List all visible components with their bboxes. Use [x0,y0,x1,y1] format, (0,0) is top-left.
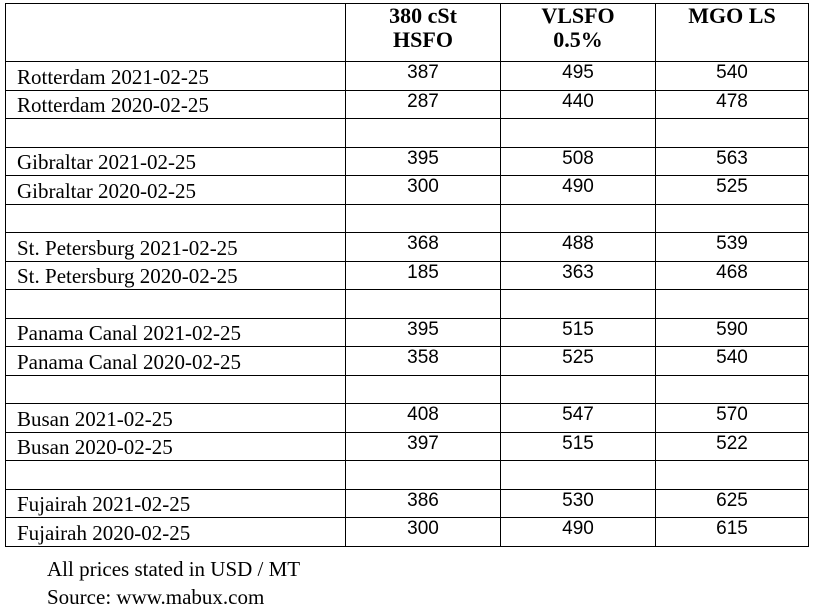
price-cell: 300 [345,517,501,547]
row-label: St. Petersburg 2020-02-25 [5,260,346,290]
corner-cell [5,3,346,62]
empty-cell [345,118,501,148]
price-cell: 287 [345,89,501,119]
price-cell: 539 [655,232,809,262]
price-cell: 625 [655,488,809,518]
row-label: Gibraltar 2020-02-25 [5,175,346,205]
empty-cell [5,289,346,319]
price-cell: 530 [500,488,656,518]
price-cell: 525 [655,175,809,205]
table-body: Rotterdam 2021-02-25 387 495 540 Rotterdam 2… [5,61,809,547]
price-cell: 615 [655,517,809,547]
row-label: Fujairah 2020-02-25 [5,517,346,547]
price-cell: 495 [500,61,656,91]
row-label: Panama Canal 2021-02-25 [5,317,346,347]
empty-cell [500,118,656,148]
data-row: Busan 2020-02-25 397 515 522 [5,431,809,461]
data-row: Gibraltar 2020-02-25 300 490 525 [5,175,809,205]
price-cell: 570 [655,403,809,433]
data-row: St. Petersburg 2020-02-25 185 363 468 [5,260,809,290]
empty-cell [345,289,501,319]
empty-cell [655,118,809,148]
empty-cell [655,460,809,490]
spacer-row [5,374,809,404]
price-cell: 525 [500,346,656,376]
data-row: Fujairah 2020-02-25 300 490 615 [5,517,809,547]
empty-cell [5,374,346,404]
empty-cell [500,289,656,319]
price-cell: 522 [655,431,809,461]
price-cell: 386 [345,488,501,518]
empty-cell [5,460,346,490]
row-label: Rotterdam 2020-02-25 [5,89,346,119]
price-cell: 395 [345,317,501,347]
row-label: Panama Canal 2020-02-25 [5,346,346,376]
price-cell: 358 [345,346,501,376]
price-cell: 368 [345,232,501,262]
data-row: Gibraltar 2021-02-25 395 508 563 [5,146,809,176]
price-cell: 563 [655,146,809,176]
spacer-row [5,118,809,148]
price-cell: 397 [345,431,501,461]
price-cell: 490 [500,517,656,547]
price-cell: 440 [500,89,656,119]
row-label: Rotterdam 2021-02-25 [5,61,346,91]
price-cell: 478 [655,89,809,119]
row-label: Busan 2020-02-25 [5,431,346,461]
data-row: Panama Canal 2021-02-25 395 515 590 [5,317,809,347]
empty-cell [655,374,809,404]
empty-cell [500,460,656,490]
row-label: Fujairah 2021-02-25 [5,488,346,518]
empty-cell [655,289,809,319]
price-cell: 508 [500,146,656,176]
price-cell: 515 [500,431,656,461]
empty-cell [500,374,656,404]
data-row: St. Petersburg 2021-02-25 368 488 539 [5,232,809,262]
column-header: 380 cSt HSFO [345,3,501,62]
note: All prices stated in USD / MT [47,557,301,581]
price-cell: 408 [345,403,501,433]
column-header: VLSFO 0.5% [500,3,656,62]
data-row: Fujairah 2021-02-25 386 530 625 [5,488,809,518]
empty-cell [5,203,346,233]
row-label: Gibraltar 2021-02-25 [5,146,346,176]
empty-cell [655,203,809,233]
empty-cell [345,460,501,490]
data-row: Rotterdam 2021-02-25 387 495 540 [5,61,809,91]
price-cell: 590 [655,317,809,347]
price-cell: 515 [500,317,656,347]
price-cell: 547 [500,403,656,433]
empty-cell [345,203,501,233]
price-cell: 185 [345,260,501,290]
spacer-row [5,289,809,319]
price-cell: 387 [345,61,501,91]
price-cell: 363 [500,260,656,290]
price-cell: 488 [500,232,656,262]
spacer-row [5,203,809,233]
column-header: MGO LS [655,3,809,62]
price-cell: 468 [655,260,809,290]
empty-cell [345,374,501,404]
price-cell: 540 [655,346,809,376]
empty-cell [500,203,656,233]
price-cell: 395 [345,146,501,176]
price-cell: 300 [345,175,501,205]
data-row: Rotterdam 2020-02-25 287 440 478 [5,89,809,119]
note: Source: www.mabux.com [47,585,265,609]
header-row: 380 cSt HSFO VLSFO 0.5% MGO LS [5,3,809,62]
row-label: St. Petersburg 2021-02-25 [5,232,346,262]
notes: All prices stated in USD / MT Source: ww… [47,555,300,611]
empty-cell [5,118,346,148]
data-row: Panama Canal 2020-02-25 358 525 540 [5,346,809,376]
data-row: Busan 2021-02-25 408 547 570 [5,403,809,433]
price-cell: 540 [655,61,809,91]
row-label: Busan 2021-02-25 [5,403,346,433]
price-table: 380 cSt HSFO VLSFO 0.5% MGO LS Rotterdam… [5,3,809,547]
spacer-row [5,460,809,490]
price-cell: 490 [500,175,656,205]
